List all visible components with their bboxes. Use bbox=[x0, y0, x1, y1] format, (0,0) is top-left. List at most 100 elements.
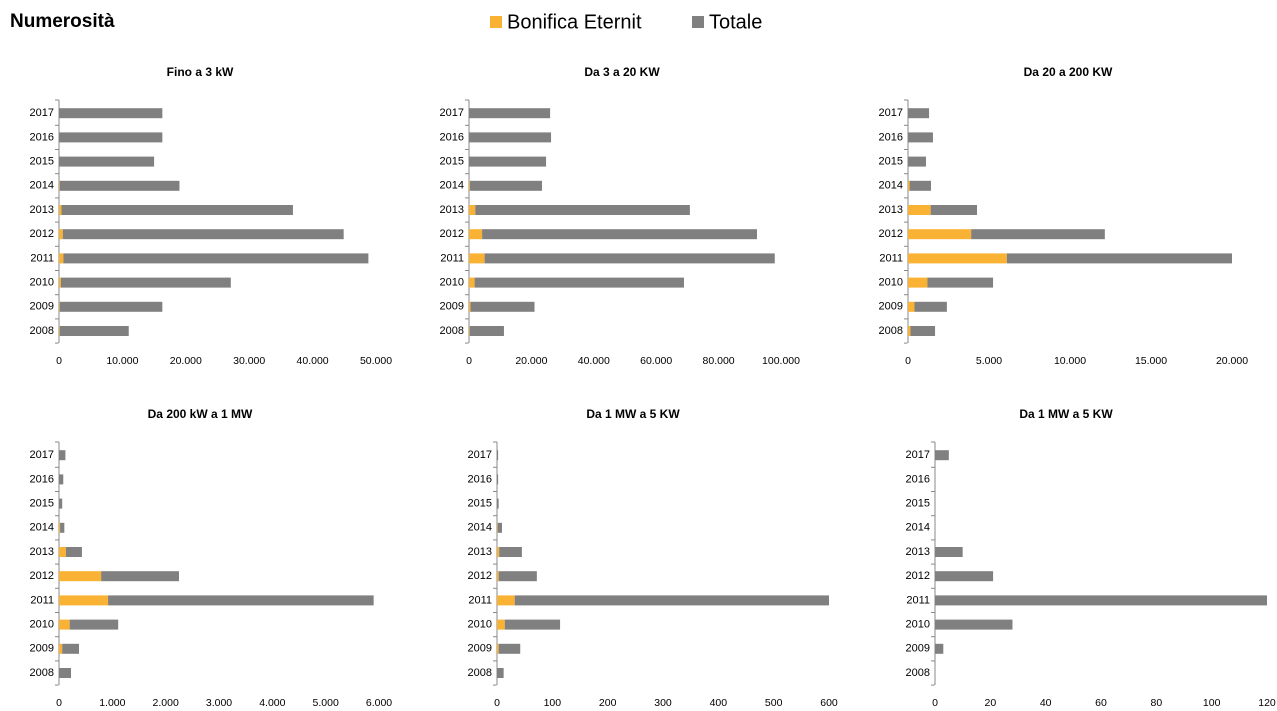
x-tick-label: 500 bbox=[765, 697, 783, 709]
bar-segment bbox=[469, 180, 543, 191]
bar-segment bbox=[59, 668, 71, 678]
bar-segment bbox=[914, 301, 947, 312]
bar-segment bbox=[497, 643, 499, 654]
y-tick-label: 2009 bbox=[440, 301, 464, 313]
bar-segment bbox=[908, 326, 911, 336]
x-tick-label: 4.000 bbox=[259, 697, 285, 709]
bar-segment bbox=[59, 595, 109, 606]
x-tick-label: 10.000 bbox=[1054, 355, 1086, 367]
x-tick-label: 600 bbox=[820, 697, 838, 709]
y-tick-label: 2010 bbox=[440, 277, 464, 289]
y-tick-label: 2014 bbox=[879, 180, 903, 192]
x-tick-label: 0 bbox=[466, 355, 472, 367]
bar-segment bbox=[935, 571, 994, 582]
bar-segment bbox=[927, 277, 994, 288]
x-tick-label: 3.000 bbox=[206, 697, 232, 709]
y-tick-label: 2011 bbox=[440, 252, 464, 264]
bar-segment bbox=[497, 571, 499, 582]
y-tick-label: 2012 bbox=[30, 570, 54, 582]
bar-segment bbox=[59, 450, 66, 461]
y-tick-label: 2010 bbox=[468, 619, 492, 631]
bar-segment bbox=[59, 619, 70, 630]
bar-segment bbox=[497, 668, 504, 678]
x-tick-label: 100.000 bbox=[762, 355, 800, 367]
x-tick-label: 30.000 bbox=[233, 355, 265, 367]
bar-segment bbox=[908, 108, 930, 119]
y-tick-label: 2016 bbox=[440, 131, 464, 143]
y-tick-label: 2017 bbox=[30, 449, 54, 461]
bar-segment bbox=[482, 229, 757, 240]
bar-segment bbox=[497, 619, 505, 630]
y-tick-label: 2017 bbox=[468, 449, 492, 461]
bar-segment bbox=[59, 108, 163, 119]
x-tick-label: 5.000 bbox=[976, 355, 1002, 367]
bar-segment bbox=[62, 643, 79, 654]
y-tick-label: 2008 bbox=[879, 325, 903, 337]
bar-segment bbox=[971, 229, 1105, 240]
y-tick-label: 2017 bbox=[906, 449, 930, 461]
y-tick-label: 2009 bbox=[879, 301, 903, 313]
bar-segment bbox=[908, 253, 1007, 264]
y-tick-label: 2008 bbox=[30, 667, 54, 679]
bar-segment bbox=[469, 326, 470, 336]
x-tick-label: 400 bbox=[710, 697, 728, 709]
bar-segment bbox=[935, 595, 1267, 606]
bar-segment bbox=[59, 277, 61, 288]
x-tick-label: 0 bbox=[905, 355, 911, 367]
bar-segment bbox=[469, 277, 475, 288]
bar-segment bbox=[60, 277, 231, 288]
legend-swatch bbox=[692, 16, 704, 28]
x-tick-label: 200 bbox=[599, 697, 617, 709]
y-tick-label: 2015 bbox=[440, 156, 464, 168]
bar-segment bbox=[59, 474, 64, 485]
bar-segment bbox=[910, 326, 936, 336]
y-tick-label: 2013 bbox=[30, 546, 54, 558]
bar-segment bbox=[930, 205, 978, 215]
y-tick-label: 2011 bbox=[906, 594, 930, 606]
bar-segment bbox=[59, 643, 63, 654]
y-tick-label: 2009 bbox=[906, 643, 930, 655]
y-tick-label: 2009 bbox=[30, 301, 54, 313]
bar-segment bbox=[65, 547, 82, 557]
y-tick-label: 2013 bbox=[468, 546, 492, 558]
y-tick-label: 2012 bbox=[468, 570, 492, 582]
x-tick-label: 20.000 bbox=[515, 355, 547, 367]
bar-segment bbox=[60, 522, 65, 533]
page-title: Numerosità bbox=[10, 11, 115, 32]
y-tick-label: 2011 bbox=[30, 252, 54, 264]
y-tick-label: 2008 bbox=[906, 667, 930, 679]
bar-segment bbox=[909, 180, 932, 191]
y-tick-label: 2009 bbox=[468, 643, 492, 655]
bar-segment bbox=[469, 205, 476, 215]
x-tick-label: 100 bbox=[1203, 697, 1221, 709]
y-tick-label: 2014 bbox=[440, 180, 464, 192]
bar-segment bbox=[469, 229, 483, 240]
y-tick-label: 2014 bbox=[30, 180, 54, 192]
y-tick-label: 2010 bbox=[30, 619, 54, 631]
legend-label: Bonifica Eternit bbox=[507, 11, 642, 33]
bar-segment bbox=[469, 301, 471, 312]
panel-title: Da 200 kW a 1 MW bbox=[148, 407, 253, 421]
x-tick-label: 20.000 bbox=[170, 355, 202, 367]
x-tick-label: 0 bbox=[56, 355, 62, 367]
bar-segment bbox=[59, 156, 155, 167]
bar-segment bbox=[59, 498, 63, 509]
y-tick-label: 2014 bbox=[30, 522, 54, 534]
bar-segment bbox=[908, 301, 915, 312]
legend-swatch bbox=[490, 16, 502, 28]
y-tick-label: 2015 bbox=[30, 156, 54, 168]
panel-title: Da 1 MW a 5 KW bbox=[586, 407, 680, 421]
y-tick-label: 2015 bbox=[906, 498, 930, 510]
panel-title: Da 20 a 200 KW bbox=[1024, 65, 1113, 79]
bar-segment bbox=[59, 547, 66, 557]
bar-segment bbox=[469, 326, 504, 336]
y-tick-label: 2013 bbox=[440, 204, 464, 216]
y-tick-label: 2016 bbox=[879, 131, 903, 143]
y-tick-label: 2013 bbox=[906, 546, 930, 558]
bar-segment bbox=[59, 180, 60, 191]
y-tick-label: 2014 bbox=[468, 522, 492, 534]
bar-segment bbox=[69, 619, 119, 630]
x-tick-label: 0 bbox=[932, 697, 938, 709]
bar-segment bbox=[59, 205, 62, 215]
